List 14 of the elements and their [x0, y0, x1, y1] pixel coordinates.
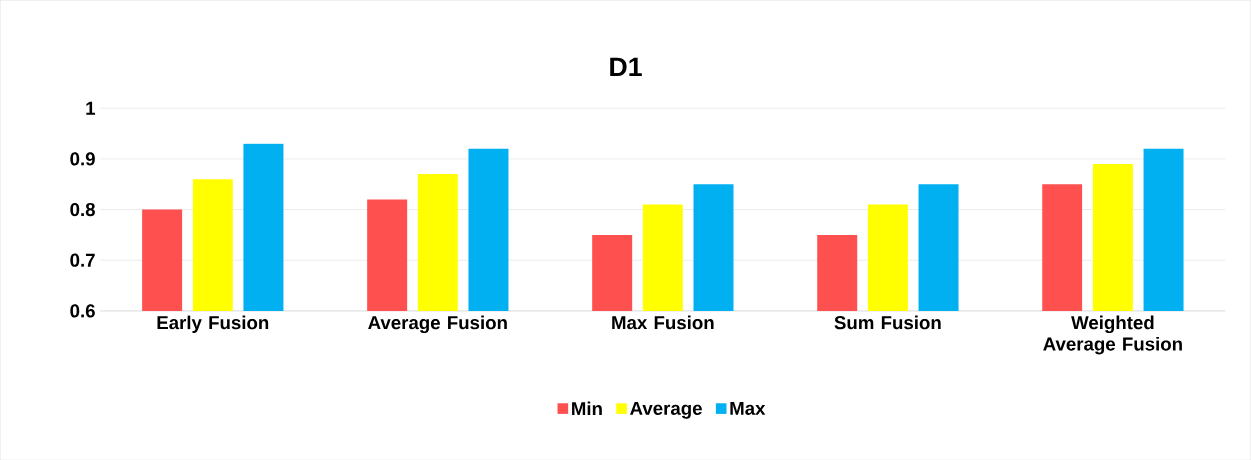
x-tick-label: Early Fusion [157, 315, 269, 333]
y-tick-label: 0.7 [70, 253, 95, 267]
x-tick-label: Sum Fusion [834, 315, 941, 330]
y-tick-label: 0.8 [70, 202, 95, 216]
x-tick-label: Max Fusion [612, 315, 714, 330]
legend-label: Min [572, 401, 602, 415]
y-tick-label: 0.6 [70, 304, 95, 318]
x-tick-label: Weighted Average Fusion [1043, 315, 1182, 355]
legend-label: Average [630, 401, 702, 419]
x-tick-label: Average Fusion [368, 315, 507, 333]
legend-label: Max [730, 401, 766, 415]
y-tick-label: 1 [86, 101, 96, 115]
chart-title: D1 [610, 57, 642, 76]
y-tick-label: 0.9 [70, 152, 95, 166]
